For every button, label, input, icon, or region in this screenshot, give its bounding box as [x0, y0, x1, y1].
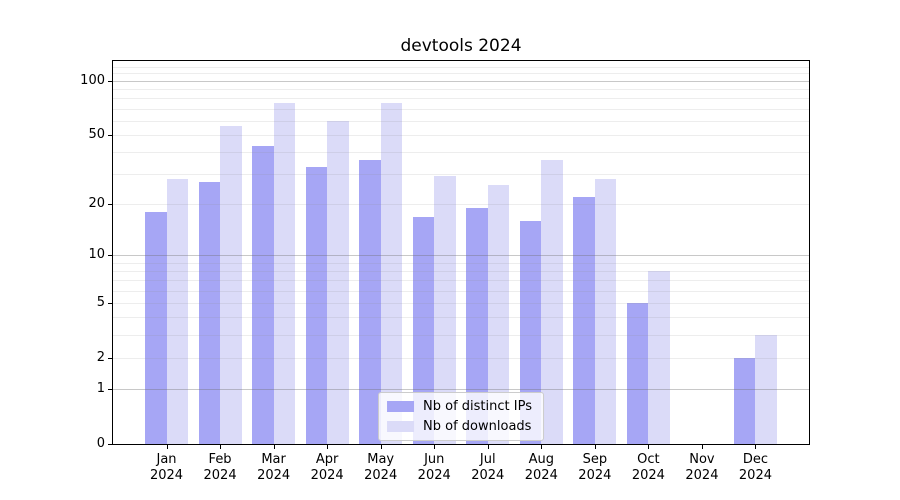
y-tick-10	[108, 255, 112, 257]
y-tick-label-5: 5	[96, 295, 105, 311]
x-tick-label-oct-2024: Oct 2024	[631, 452, 665, 483]
legend-label-distinct-ips: Nb of distinct IPs	[423, 399, 532, 414]
bar-nb-of-downloads-jun-2024	[434, 176, 456, 444]
bar-nb-of-distinct-ips-jul-2024	[466, 208, 488, 444]
bar-nb-of-downloads-aug-2024	[541, 159, 563, 444]
bar-nb-of-distinct-ips-sep-2024	[573, 197, 595, 444]
bar-nb-of-downloads-oct-2024	[648, 271, 670, 444]
x-tick-label-jul-2024: Jul 2024	[471, 452, 505, 483]
legend-item-distinct-ips: Nb of distinct IPs	[387, 399, 532, 414]
x-tick-apr-2024	[327, 445, 329, 449]
x-tick-feb-2024	[220, 445, 222, 449]
gridline-y-100	[113, 80, 809, 82]
y-tick-50	[108, 134, 112, 136]
x-tick-oct-2024	[648, 445, 650, 449]
legend-swatch-distinct-ips	[387, 401, 415, 412]
y-tick-0	[108, 444, 112, 445]
x-tick-sep-2024	[594, 445, 596, 449]
y-tick-label-1: 1	[96, 381, 105, 397]
bar-nb-of-distinct-ips-mar-2024	[252, 146, 274, 444]
bar-nb-of-downloads-mar-2024	[273, 103, 296, 444]
bar-nb-of-distinct-ips-jan-2024	[145, 212, 167, 444]
bar-nb-of-distinct-ips-apr-2024	[305, 166, 328, 444]
gridline-y-40	[113, 151, 809, 153]
chart-title: devtools 2024	[400, 36, 522, 56]
x-tick-label-jun-2024: Jun 2024	[417, 452, 451, 483]
bar-nb-of-downloads-may-2024	[380, 103, 403, 444]
bar-nb-of-downloads-jan-2024	[166, 179, 189, 444]
gridline-y-60	[113, 120, 809, 122]
bar-nb-of-distinct-ips-aug-2024	[519, 221, 542, 444]
y-tick-1	[108, 389, 112, 391]
x-tick-may-2024	[380, 445, 382, 449]
gridline-y-110	[113, 73, 809, 75]
bar-nb-of-distinct-ips-jun-2024	[412, 216, 435, 444]
y-tick-label-2: 2	[96, 349, 105, 365]
x-tick-dec-2024	[755, 445, 757, 449]
x-tick-label-mar-2024: Mar 2024	[257, 452, 291, 483]
x-tick-label-apr-2024: Apr 2024	[310, 452, 344, 483]
bar-nb-of-distinct-ips-oct-2024	[626, 303, 649, 444]
bar-nb-of-downloads-apr-2024	[327, 120, 349, 444]
y-tick-5	[108, 303, 112, 305]
x-tick-jun-2024	[434, 445, 436, 449]
bar-nb-of-downloads-dec-2024	[755, 334, 777, 444]
x-tick-nov-2024	[701, 445, 703, 449]
y-tick-label-10: 10	[88, 247, 105, 263]
y-tick-100	[108, 80, 112, 82]
legend: Nb of distinct IPs Nb of downloads	[378, 392, 544, 441]
legend-label-downloads: Nb of downloads	[423, 419, 532, 434]
y-tick-2	[108, 357, 112, 359]
bar-nb-of-distinct-ips-feb-2024	[198, 181, 221, 444]
gridline-y-50	[113, 134, 809, 136]
x-tick-jan-2024	[166, 445, 168, 449]
gridline-y-80	[113, 98, 809, 100]
bar-nb-of-distinct-ips-dec-2024	[733, 357, 756, 444]
y-tick-label-0: 0	[96, 436, 105, 451]
x-tick-jul-2024	[487, 445, 489, 449]
gridline-y-120	[113, 66, 809, 68]
x-tick-mar-2024	[273, 445, 275, 449]
x-tick-label-sep-2024: Sep 2024	[578, 452, 612, 483]
x-tick-label-nov-2024: Nov 2024	[685, 452, 719, 483]
x-tick-label-jan-2024: Jan 2024	[149, 452, 184, 483]
y-tick-20	[108, 204, 112, 206]
x-tick-label-dec-2024: Dec 2024	[738, 452, 772, 483]
y-tick-label-100: 100	[80, 72, 105, 88]
x-tick-label-aug-2024: Aug 2024	[524, 452, 558, 483]
bar-nb-of-distinct-ips-may-2024	[359, 159, 381, 444]
gridline-y-90	[113, 89, 809, 91]
x-tick-aug-2024	[541, 445, 543, 449]
legend-item-downloads: Nb of downloads	[387, 419, 532, 434]
gridline-y-70	[113, 108, 809, 110]
bar-nb-of-downloads-jul-2024	[487, 184, 510, 444]
plot-area	[112, 60, 810, 445]
x-tick-label-feb-2024: Feb 2024	[203, 452, 237, 483]
y-tick-label-50: 50	[88, 126, 105, 142]
gridline-y-30	[113, 173, 809, 175]
legend-swatch-downloads	[387, 421, 415, 432]
x-tick-label-may-2024: May 2024	[364, 452, 398, 483]
bar-nb-of-downloads-sep-2024	[594, 179, 617, 444]
y-tick-label-20: 20	[88, 196, 105, 212]
bar-nb-of-downloads-feb-2024	[220, 125, 242, 444]
